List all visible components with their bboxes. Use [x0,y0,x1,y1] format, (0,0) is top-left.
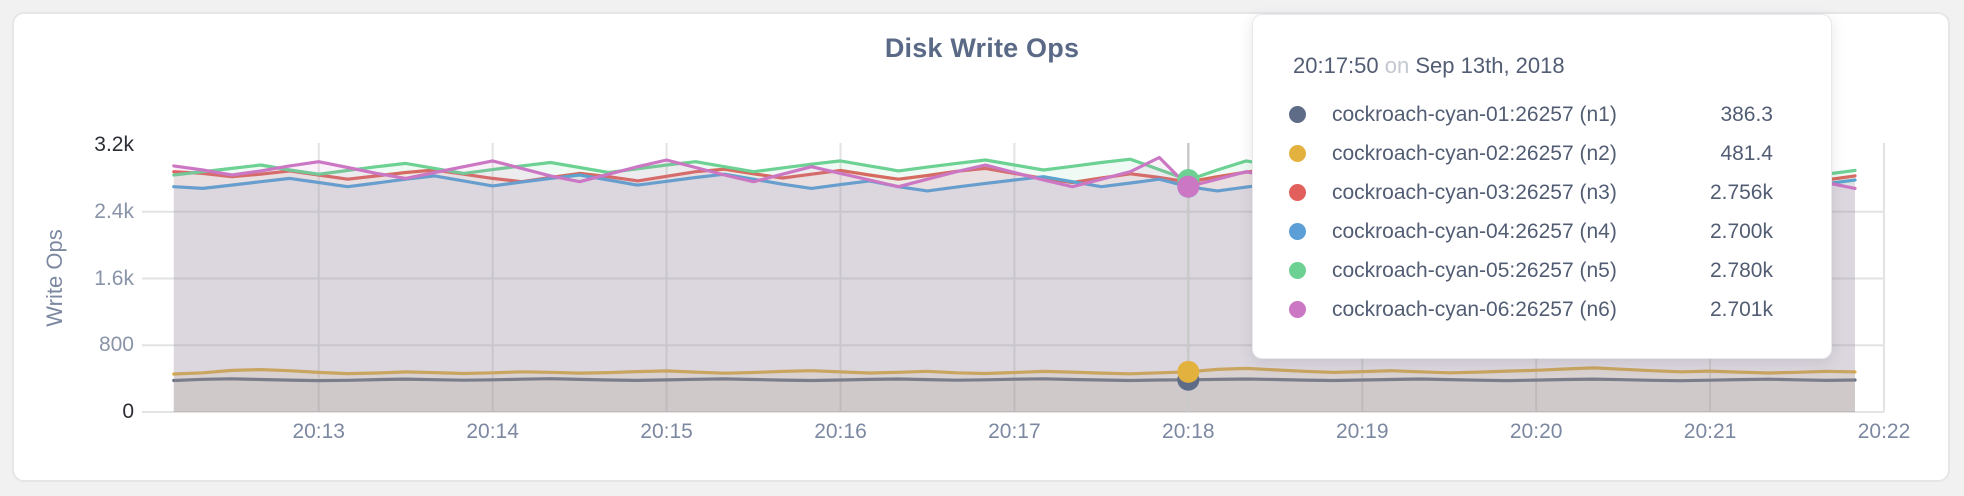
series-name: cockroach-cyan-01:26257 (n1) [1332,102,1617,126]
series-value: 2.756k [1709,180,1773,204]
tooltip-row: cockroach-cyan-06:26257 (n6) 2.701k [1289,290,1773,329]
series-value: 386.3 [1720,102,1773,126]
tooltip-row: cockroach-cyan-03:26257 (n3) 2.756k [1289,173,1773,212]
series-color-dot [1289,262,1306,279]
tooltip-row: cockroach-cyan-01:26257 (n1) 386.3 [1289,95,1773,134]
series-color-dot [1289,106,1306,123]
series-value: 2.701k [1709,297,1773,321]
hover-point-n2 [1177,360,1200,383]
hover-point-n6 [1177,175,1200,198]
tooltip-time: 20:17:50 [1293,53,1379,78]
tooltip-on-word: on [1384,53,1410,78]
chart-title: Disk Write Ops [884,33,1080,63]
series-name: cockroach-cyan-02:26257 (n2) [1332,141,1617,165]
series-value: 2.700k [1709,219,1773,243]
tooltip-row: cockroach-cyan-04:26257 (n4) 2.700k [1289,212,1773,251]
series-value: 481.4 [1720,141,1773,165]
tooltip-row: cockroach-cyan-05:26257 (n5) 2.780k [1289,251,1773,290]
series-color-dot [1289,223,1306,240]
series-value: 2.780k [1709,258,1773,282]
series-area-n2 [173,367,1855,412]
series-name: cockroach-cyan-04:26257 (n4) [1332,219,1617,243]
series-name: cockroach-cyan-06:26257 (n6) [1332,297,1617,321]
tooltip-timestamp: 20:17:50 on Sep 13th, 2018 [1293,53,1773,79]
series-name: cockroach-cyan-05:26257 (n5) [1332,258,1617,282]
series-color-dot [1289,301,1306,318]
series-line-n1 [172,377,1857,383]
series-area-n1 [173,378,1855,412]
y-axis-title: Write Ops [42,229,67,327]
series-color-dot [1289,145,1306,162]
series-color-dot [1289,184,1306,201]
hover-tooltip: 20:17:50 on Sep 13th, 2018 cockroach-cya… [1252,14,1832,359]
tooltip-date: Sep 13th, 2018 [1415,53,1565,78]
series-line-n2 [172,366,1857,376]
series-name: cockroach-cyan-03:26257 (n3) [1332,180,1617,204]
tooltip-row: cockroach-cyan-02:26257 (n2) 481.4 [1289,134,1773,173]
